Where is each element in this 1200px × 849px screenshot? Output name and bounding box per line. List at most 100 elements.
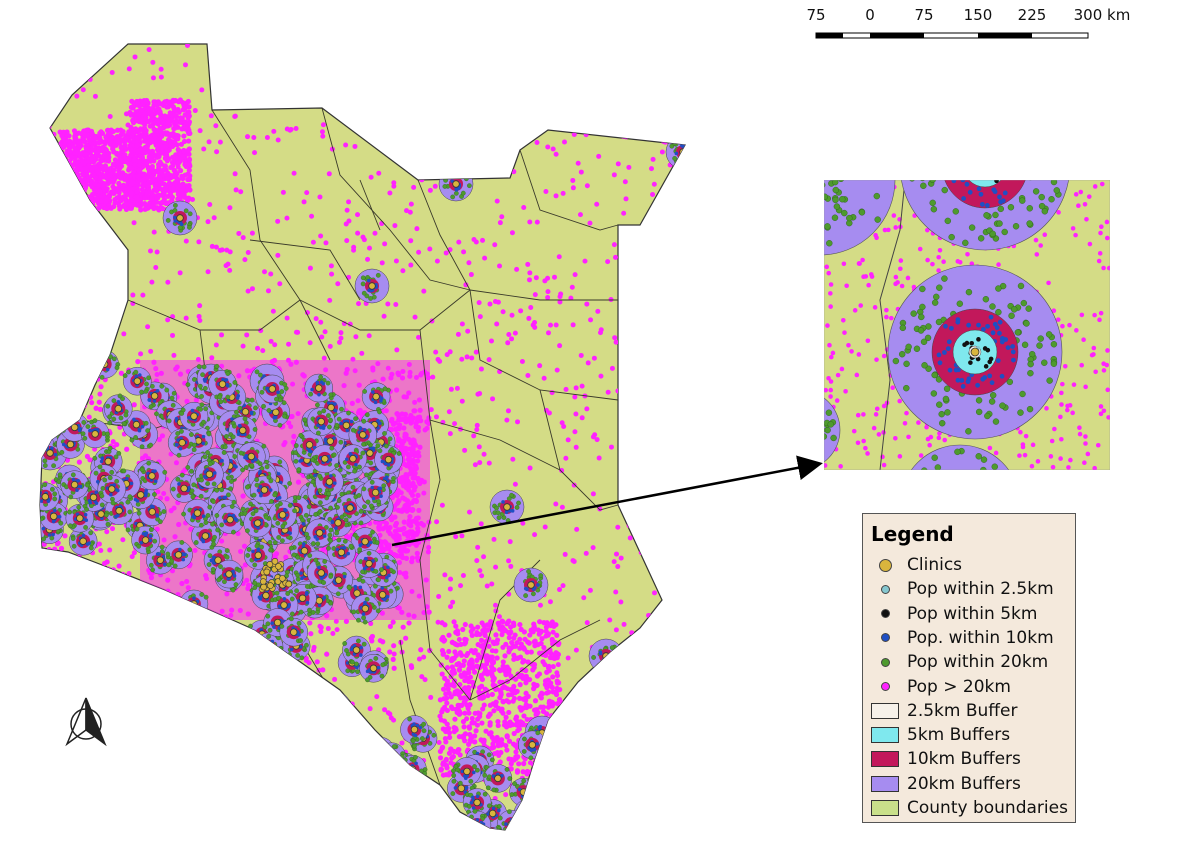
clinic-point — [278, 511, 287, 519]
buffer-20km — [329, 728, 365, 764]
scale-label: 225 — [1018, 6, 1047, 24]
county-boundaries — [79, 107, 619, 786]
clinic-point — [359, 431, 367, 439]
clinic-point — [70, 480, 79, 489]
scale-label: 300 km — [1074, 6, 1131, 24]
buffer-20km — [47, 374, 76, 404]
clinic-point — [343, 742, 351, 750]
legend-item-label: Pop within 5km — [907, 603, 1038, 624]
clinic-point — [519, 788, 528, 796]
legend-item: Pop. within 10km — [871, 627, 1054, 649]
legend-item: County boundaries — [871, 797, 1068, 819]
clinic-point — [260, 486, 269, 494]
clinic-point — [315, 529, 324, 537]
legend-swatch-icon — [871, 701, 899, 721]
scale-label: 75 — [914, 6, 933, 24]
legend-dot-icon — [871, 677, 899, 697]
clinic-point — [317, 417, 325, 426]
legend-item-label: Pop within 2.5km — [907, 579, 1054, 600]
clinic-point — [259, 578, 267, 585]
clinic-point — [201, 532, 210, 540]
clinic-point — [377, 761, 386, 769]
buffer-2-5km — [979, 159, 991, 171]
clinic-point — [325, 478, 334, 486]
buffer-10km — [67, 353, 82, 368]
clinic-point — [214, 556, 222, 564]
legend-item-label: Pop > 20km — [907, 676, 1011, 697]
clinic-point — [346, 504, 354, 512]
buffer-20km — [516, 811, 545, 830]
clinic-point — [132, 420, 141, 429]
clinic-point — [205, 470, 214, 478]
buffer-10km — [523, 819, 538, 830]
clinic-point — [56, 388, 65, 396]
clinic-point — [300, 547, 309, 555]
clinic-point — [365, 559, 373, 568]
clinic-point — [315, 597, 324, 605]
clinic-point — [66, 440, 75, 449]
scale-label: 75 — [806, 6, 825, 24]
clinic-point — [64, 369, 73, 377]
clinic-point — [268, 385, 276, 393]
buffer-10km — [97, 357, 112, 372]
clinic-point — [337, 548, 346, 557]
clinic-point — [457, 784, 466, 793]
legend-swatch-icon — [871, 798, 899, 818]
clinic-point — [452, 180, 460, 188]
clinic-point — [64, 371, 72, 379]
legend-item-label: 5km Buffers — [907, 725, 1011, 746]
buffer-10km — [327, 701, 341, 715]
buffer-10km — [54, 382, 69, 397]
clinic-point — [47, 388, 55, 396]
buffer-10km — [60, 367, 75, 382]
clinic-point — [298, 594, 307, 602]
scale-label: 150 — [964, 6, 993, 24]
buffer-10km — [374, 758, 389, 773]
legend-item: 2.5km Buffer — [871, 700, 1017, 722]
legend-item-label: Pop within 20km — [907, 652, 1049, 673]
buffer-20km — [54, 358, 83, 388]
clinic-point — [265, 643, 273, 651]
buffer-5km — [57, 388, 65, 396]
clinic-point — [279, 575, 286, 582]
clinic-point — [273, 618, 282, 627]
clinic-point — [262, 591, 270, 600]
clinic-point — [57, 385, 66, 393]
clinic-point — [148, 508, 156, 516]
legend-item: Pop > 20km — [871, 676, 1011, 698]
buffer-20km — [90, 349, 119, 379]
clinic-point — [353, 589, 361, 597]
clinic-point — [384, 455, 393, 464]
clinic-point — [366, 449, 374, 457]
inset-map — [824, 159, 1110, 470]
clinic-point — [463, 767, 471, 776]
legend-item: Pop within 5km — [871, 603, 1037, 625]
clinic-point — [137, 491, 145, 499]
clinic-point — [371, 488, 380, 497]
clinic-point — [388, 753, 396, 761]
buffer-5km — [265, 643, 273, 651]
buffer-10km — [521, 806, 536, 821]
clinic-point — [79, 537, 87, 545]
clinic-point — [275, 563, 282, 570]
clinic-point — [108, 485, 116, 493]
legend-dot-icon — [871, 555, 899, 575]
clinic-point — [526, 822, 535, 830]
buffer-10km — [53, 384, 68, 399]
clinic-point — [330, 704, 338, 712]
clinic-point — [326, 437, 334, 445]
legend: Legend Clinics Pop within 2.5km Pop within… — [862, 513, 1076, 823]
clinic-point — [376, 747, 385, 755]
buffer-5km — [64, 371, 72, 379]
legend-dot-icon — [871, 628, 899, 648]
clinic-point — [89, 493, 98, 502]
clinic-point — [372, 392, 380, 401]
clinic-point — [239, 426, 247, 435]
buffer-20km — [901, 180, 1069, 251]
kenya-map — [39, 43, 686, 831]
clinic-point — [260, 583, 267, 591]
legend-item-label: County boundaries — [907, 798, 1068, 818]
clinic-point — [263, 568, 271, 576]
buffer-5km — [343, 742, 351, 750]
buffer-5km — [70, 357, 78, 365]
